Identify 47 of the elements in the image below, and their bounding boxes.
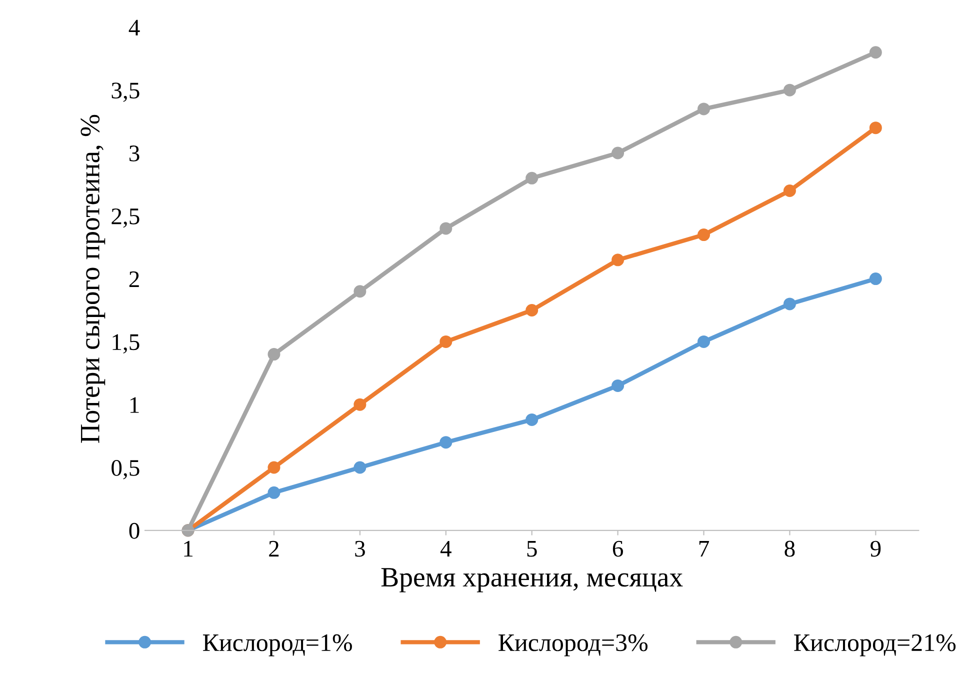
point [440, 222, 452, 235]
point [869, 46, 882, 59]
y-tick-label: 3,5 [112, 82, 140, 102]
y-tick-label: 1,5 [112, 334, 140, 354]
x-tick-label: 4 [440, 540, 452, 557]
legend-label: Кислород=1% [202, 634, 352, 656]
point [440, 335, 452, 348]
x-tick-label: 9 [870, 540, 881, 557]
x-tick-label: 6 [612, 540, 624, 557]
point [354, 398, 366, 411]
x-tick-label: 1 [184, 540, 193, 557]
point [354, 461, 366, 474]
point [869, 122, 882, 134]
x-tick-label: 5 [527, 541, 537, 557]
point [869, 272, 882, 286]
point [783, 298, 796, 310]
y-tick-label: 0,5 [112, 460, 140, 480]
x-axis-title: Время хранения, месяцах [381, 568, 683, 592]
point [612, 379, 624, 392]
point [268, 486, 280, 499]
point [268, 348, 280, 361]
x-tick-label: 3 [355, 540, 365, 557]
point [612, 146, 624, 160]
y-tick-label: 2,5 [112, 208, 140, 228]
point [698, 335, 710, 348]
point [526, 172, 538, 184]
x-tick-label: 7 [699, 541, 709, 557]
point [268, 461, 280, 474]
y-tick-label: 3 [130, 146, 140, 162]
point [612, 254, 624, 266]
y-tick-label: 0 [129, 522, 140, 539]
y-axis-title: Потери сырого протеина, % [80, 114, 106, 443]
y-tick-label: 2 [129, 271, 139, 287]
point [526, 413, 538, 426]
point [440, 436, 452, 449]
point [698, 102, 710, 116]
x-tick-label: 8 [784, 540, 795, 557]
y-tick-label: 1 [130, 397, 139, 413]
point [354, 285, 366, 298]
point [698, 228, 710, 242]
point [526, 304, 538, 316]
point [783, 184, 796, 197]
y-tick-label: 4 [128, 20, 140, 36]
point [783, 84, 796, 96]
legend-label: Кислород=21% [794, 634, 956, 656]
x-tick-label: 2 [269, 540, 279, 557]
legend-label: Кислород=3% [498, 634, 648, 656]
